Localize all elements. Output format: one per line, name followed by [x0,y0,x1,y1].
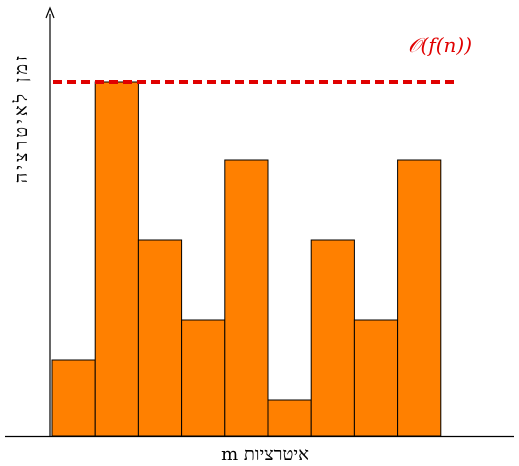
x-axis-label: איטרציות m [221,444,309,465]
bar-7 [310,239,355,437]
y-axis-label: זמן לאיטרציה [11,53,32,183]
bar-3 [137,239,183,437]
upper-bound-label: 𝒪(f(n)) [408,33,472,57]
bar-6 [267,399,312,437]
bars-group [51,81,442,437]
bar-9 [397,159,442,437]
y-axis-arrowhead [45,6,55,19]
bar-1 [51,359,96,437]
bar-4 [181,319,226,437]
bar-5 [224,159,269,437]
bar-8 [353,319,399,437]
bar-2 [94,81,139,437]
